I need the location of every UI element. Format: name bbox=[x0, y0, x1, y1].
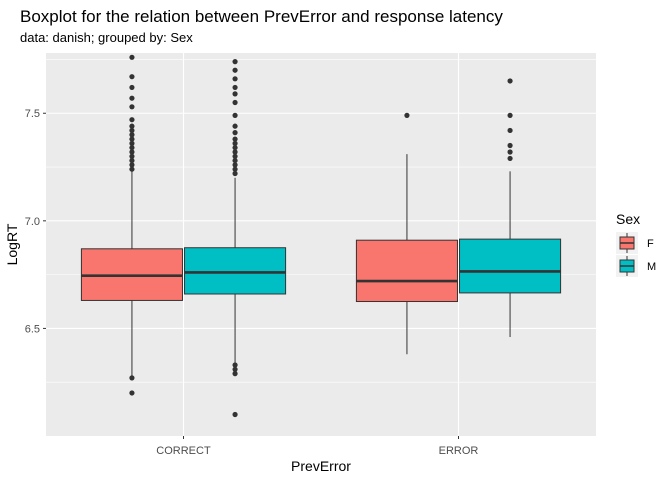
outlier-point bbox=[129, 117, 135, 123]
outlier-point bbox=[129, 375, 135, 381]
outlier-point bbox=[232, 123, 238, 129]
outlier-point bbox=[404, 112, 410, 118]
outlier-point bbox=[232, 411, 238, 418]
grid-lines bbox=[46, 53, 596, 436]
outlier-point bbox=[129, 390, 135, 396]
outlier-point bbox=[232, 140, 238, 146]
outlier-point bbox=[129, 54, 135, 60]
outlier-point bbox=[232, 149, 238, 155]
outlier-point bbox=[232, 362, 238, 368]
outlier-point bbox=[129, 127, 135, 134]
outlier-point bbox=[232, 145, 238, 151]
outlier-point bbox=[232, 59, 238, 65]
outlier-point bbox=[129, 132, 135, 138]
outlier-point bbox=[232, 366, 238, 372]
chart-subtitle: data: danish; grouped by: Sex bbox=[20, 30, 193, 45]
outlier-point bbox=[232, 157, 238, 164]
outlier-point bbox=[232, 112, 238, 118]
legend: Sex FM bbox=[616, 211, 656, 277]
outlier-point bbox=[507, 78, 513, 84]
outlier-point bbox=[507, 155, 513, 162]
boxes-layer bbox=[80, 54, 562, 418]
y-axis-title: LogRT bbox=[4, 223, 20, 265]
outlier-point bbox=[232, 166, 238, 172]
outlier-point bbox=[507, 142, 513, 149]
outlier-point bbox=[129, 84, 135, 91]
outlier-point bbox=[129, 166, 135, 172]
outlier-point bbox=[232, 99, 238, 106]
outlier-point bbox=[129, 140, 135, 146]
outlier-point bbox=[232, 136, 238, 142]
x-axis-title: PrevError bbox=[291, 458, 351, 474]
box-m-error bbox=[459, 238, 562, 294]
outlier-point bbox=[232, 371, 238, 377]
legend-items: FM bbox=[616, 232, 656, 277]
box-f-error bbox=[355, 239, 458, 303]
outlier-point bbox=[129, 145, 135, 151]
outlier-point bbox=[129, 74, 135, 80]
outlier-point bbox=[232, 153, 238, 159]
outlier-point bbox=[507, 112, 513, 118]
outlier-point bbox=[232, 67, 238, 73]
legend-label-m: M bbox=[647, 261, 656, 273]
outlier-point bbox=[232, 170, 238, 177]
outlier-point bbox=[232, 91, 238, 97]
outlier-point bbox=[129, 136, 135, 142]
outlier-point bbox=[129, 162, 135, 168]
x-tick-label: CORRECT bbox=[156, 445, 211, 457]
y-tick-label: 6.5 bbox=[25, 323, 40, 335]
legend-label-f: F bbox=[647, 238, 654, 250]
outlier-point bbox=[129, 95, 135, 101]
outlier-point bbox=[232, 130, 238, 136]
y-tick-label: 7.0 bbox=[25, 216, 40, 228]
outlier-point bbox=[129, 104, 135, 110]
x-tick-label: ERROR bbox=[439, 445, 479, 457]
y-axis-ticks: 6.5 7.0 7.5 bbox=[25, 108, 46, 335]
outlier-point bbox=[129, 149, 135, 155]
outlier-point bbox=[129, 153, 135, 159]
outlier-point bbox=[507, 149, 513, 155]
outlier-point bbox=[507, 127, 513, 134]
y-tick-label: 7.5 bbox=[25, 108, 40, 120]
legend-title: Sex bbox=[616, 211, 640, 227]
outlier-point bbox=[129, 157, 135, 164]
box-m-correct bbox=[184, 247, 287, 295]
outlier-point bbox=[232, 84, 238, 91]
x-axis-ticks: CORRECT ERROR bbox=[156, 436, 478, 457]
outlier-point bbox=[129, 123, 135, 129]
outlier-point bbox=[232, 76, 238, 82]
chart-title: Boxplot for the relation between PrevErr… bbox=[20, 7, 503, 26]
outlier-point bbox=[232, 162, 238, 168]
